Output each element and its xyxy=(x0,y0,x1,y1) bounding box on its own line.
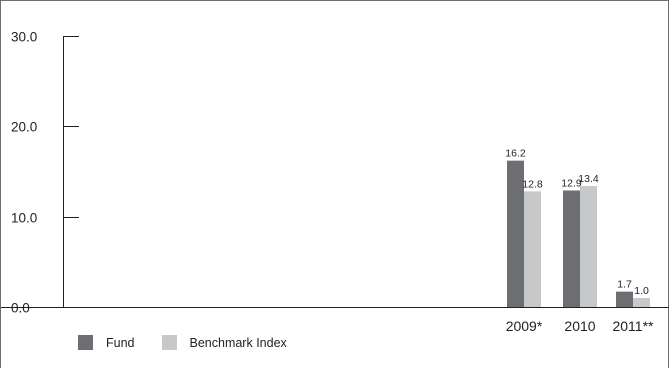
data-label-0-2: 1.7 xyxy=(617,279,632,291)
bar-0-2 xyxy=(616,291,633,307)
data-label-1-0: 12.8 xyxy=(522,178,543,190)
data-label-0-1: 12.9 xyxy=(561,177,582,189)
legend-swatch-benchmark xyxy=(161,335,177,350)
bar-1-1 xyxy=(580,185,597,307)
data-label-0-0: 16.2 xyxy=(505,148,526,160)
legend-item-benchmark: Benchmark Index xyxy=(161,335,287,350)
bar-0-1 xyxy=(563,190,580,307)
legend-label-benchmark: Benchmark Index xyxy=(189,335,287,350)
category-label-2: 2011** xyxy=(612,318,654,334)
y-tick-label-2: 20.0 xyxy=(11,120,37,135)
bar-1-0 xyxy=(524,191,541,307)
data-label-1-2: 1.0 xyxy=(634,285,649,297)
legend: Fund Benchmark Index xyxy=(78,335,314,350)
data-label-1-1: 13.4 xyxy=(578,173,599,185)
bar-1-2 xyxy=(633,297,650,307)
legend-swatch-fund xyxy=(78,335,93,350)
y-tick-label-3: 30.0 xyxy=(11,30,37,45)
legend-item-fund: Fund xyxy=(78,335,135,350)
y-tick-label-1: 10.0 xyxy=(11,211,37,226)
bar-0-0 xyxy=(507,160,524,307)
category-label-1: 2010 xyxy=(564,318,595,334)
category-label-0: 2009* xyxy=(506,318,543,334)
y-tick-label-0: 0.0 xyxy=(11,301,30,316)
legend-label-fund: Fund xyxy=(106,335,135,350)
